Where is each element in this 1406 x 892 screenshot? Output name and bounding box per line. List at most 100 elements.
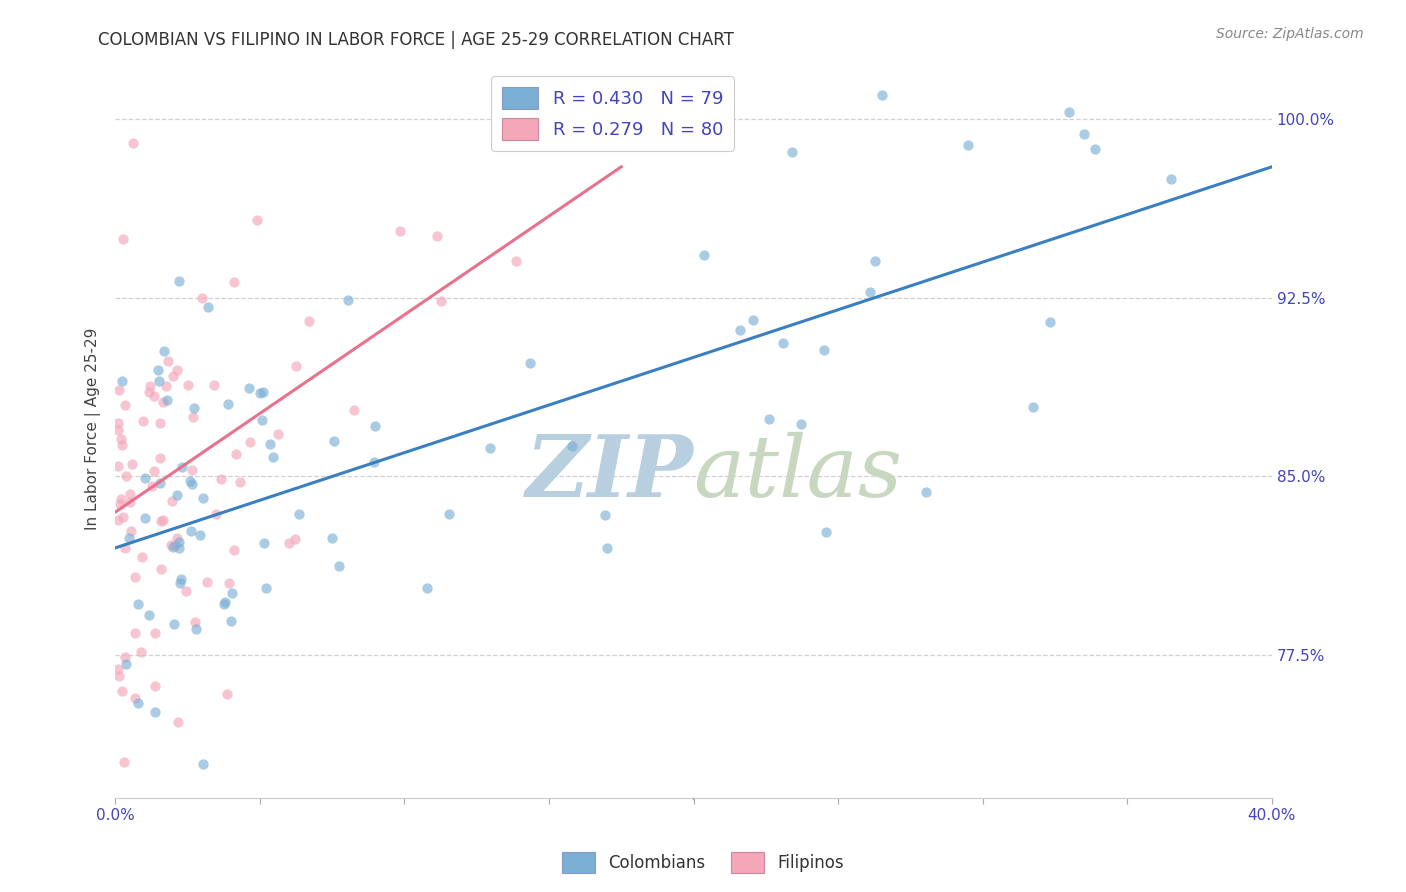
Point [238,381,260,395]
Point [152,513,174,527]
Point [915,484,938,499]
Point [115,657,138,672]
Point [124,570,146,584]
Point [153,343,176,358]
Point [180,524,202,538]
Point [110,491,132,506]
Point [191,757,214,772]
Point [118,531,141,545]
Point [170,573,193,587]
Point [163,538,186,552]
Point [229,475,252,490]
Point [191,491,214,506]
Point [152,394,174,409]
Point [157,354,180,368]
Point [111,510,134,524]
Point [143,626,166,640]
Point [180,463,202,477]
Point [859,285,882,300]
Point [741,312,763,326]
Point [120,524,142,539]
Point [693,248,716,262]
Point [250,413,273,427]
Point [336,293,359,307]
Point [872,88,894,103]
Point [1084,142,1107,156]
Point [107,458,129,473]
Point [112,756,135,770]
Point [389,224,412,238]
Point [437,508,460,522]
Point [184,622,207,636]
Point [114,650,136,665]
Point [148,374,170,388]
Point [111,683,134,698]
Point [195,575,218,590]
Y-axis label: In Labor Force | Age 25-29: In Labor Force | Age 25-29 [86,327,101,530]
Point [478,441,501,455]
Text: atlas: atlas [693,432,903,515]
Point [239,435,262,450]
Point [205,507,228,521]
Point [596,541,619,555]
Point [278,536,301,550]
Point [166,488,188,502]
Point [134,471,156,485]
Point [813,343,835,357]
Point [790,417,813,431]
Point [127,597,149,611]
Point [218,575,240,590]
Point [143,389,166,403]
Point [957,137,980,152]
Point [149,562,172,576]
Point [143,679,166,693]
Point [107,513,129,527]
Point [342,403,364,417]
Point [115,469,138,483]
Point [148,363,170,377]
Point [249,385,271,400]
Point [323,434,346,448]
Point [1073,128,1095,142]
Point [505,254,527,268]
Point [183,409,205,424]
Point [183,401,205,415]
Point [131,550,153,565]
Point [321,531,343,545]
Point [108,669,131,683]
Point [197,300,219,314]
Legend: Colombians, Filipinos: Colombians, Filipinos [555,846,851,880]
Point [107,662,129,676]
Point [162,540,184,554]
Point [156,393,179,408]
Text: Source: ZipAtlas.com: Source: ZipAtlas.com [1216,27,1364,41]
Point [114,541,136,555]
Point [259,437,281,451]
Point [167,541,190,555]
Point [107,384,129,398]
Point [363,455,385,469]
Point [267,427,290,442]
Point [107,416,129,430]
Point [129,645,152,659]
Point [134,511,156,525]
Point [415,581,437,595]
Point [160,538,183,552]
Point [149,475,172,490]
Point [780,145,803,160]
Point [111,438,134,452]
Legend: R = 0.430   N = 79, R = 0.279   N = 80: R = 0.430 N = 79, R = 0.279 N = 80 [491,76,734,151]
Point [170,460,193,475]
Point [1160,171,1182,186]
Point [177,378,200,392]
Point [163,617,186,632]
Point [128,697,150,711]
Point [224,275,246,289]
Point [114,398,136,412]
Point [595,508,617,523]
Point [328,558,350,573]
Point [160,494,183,508]
Point [167,714,190,729]
Point [191,291,214,305]
Point [284,532,307,546]
